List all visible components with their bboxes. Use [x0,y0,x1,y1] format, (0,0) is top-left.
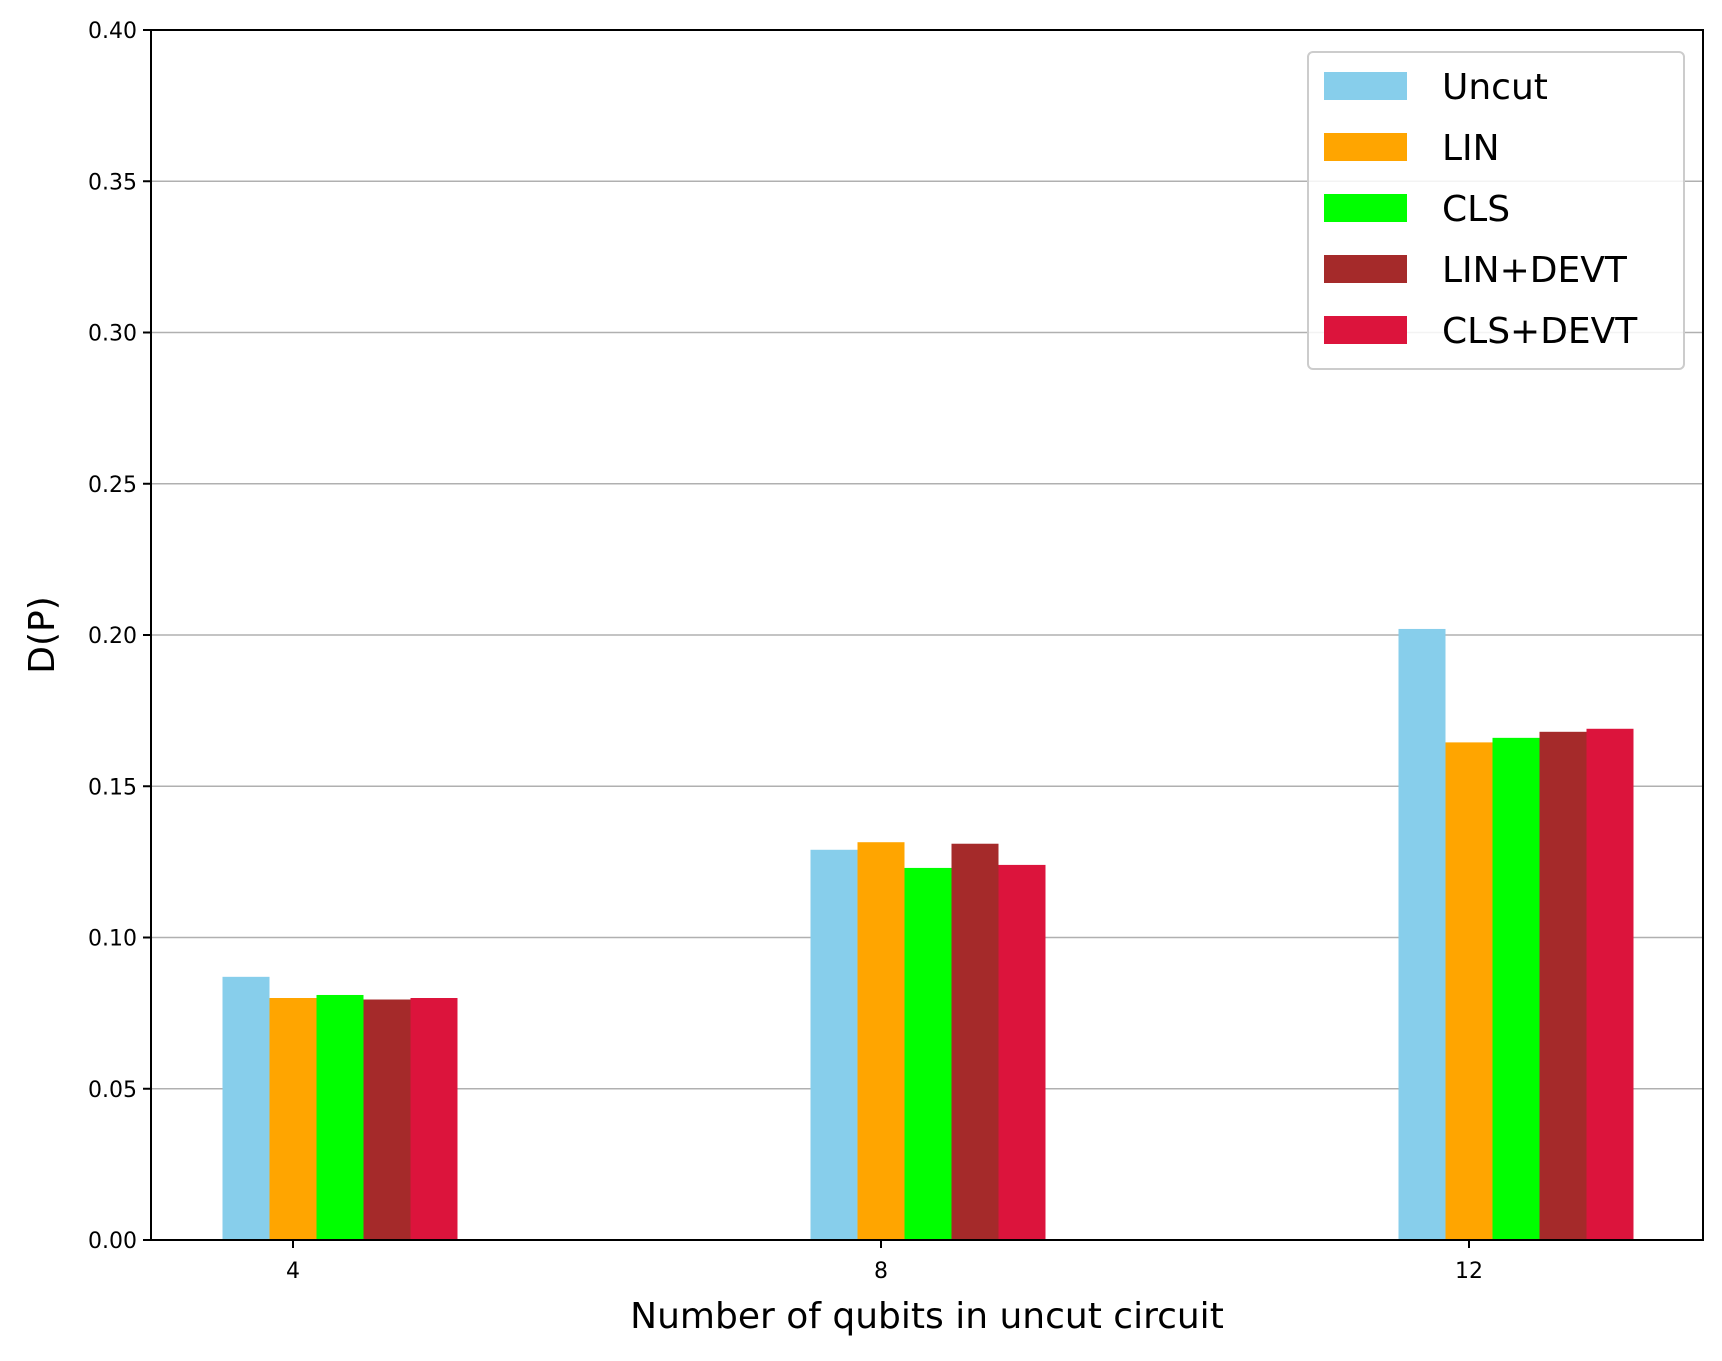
bars [222,628,1634,1240]
bar-lin-plus-devt-12 [1539,731,1587,1240]
legend-swatch [1324,133,1407,161]
legend-swatch [1324,194,1407,222]
legend-label: CLS+DEVT [1442,311,1638,352]
bar-uncut-12 [1398,628,1446,1240]
bar-lin-plus-devt-8 [951,843,999,1240]
y-tick-label: 0.00 [88,1229,137,1254]
bar-cls-8 [904,867,952,1240]
y-tick-label: 0.10 [88,927,137,952]
legend-swatch [1324,255,1407,283]
x-tick-label: 4 [286,1259,300,1284]
bar-cls-4 [316,994,364,1240]
legend: Uncut LIN CLS LIN+DEVT CLS+DEVT [1307,51,1685,370]
legend-label: LIN+DEVT [1442,250,1628,291]
y-axis-ticks: 0.00 0.05 0.10 0.15 0.20 0.25 0.30 0.35 0.40 [88,19,151,1254]
y-tick-label: 0.35 [88,170,137,195]
y-tick-label: 0.30 [88,322,137,347]
y-tick-label: 0.40 [88,19,137,44]
x-axis-ticks: 4 8 12 [286,1240,1483,1284]
x-tick-label: 12 [1455,1259,1483,1284]
legend-label: LIN [1442,128,1500,169]
bar-lin-8 [857,842,905,1240]
bar-uncut-8 [810,849,858,1240]
legend-swatch [1324,316,1407,344]
y-tick-label: 0.15 [88,775,137,800]
bar-uncut-4 [222,976,270,1240]
bar-lin-4 [269,998,317,1240]
grid-lines [151,180,1703,1090]
legend-label: CLS [1442,189,1510,230]
legend-box [1307,51,1685,370]
bar-lin-plus-devt-4 [363,999,411,1240]
y-tick-label: 0.25 [88,473,137,498]
x-axis-title: Number of qubits in uncut circuit [630,1296,1224,1337]
y-axis-title: D(P) [22,596,63,674]
bar-cls-plus-devt-8 [998,864,1046,1240]
bar-lin-12 [1445,742,1493,1240]
legend-swatch [1324,72,1407,100]
legend-label: Uncut [1442,67,1548,108]
y-tick-label: 0.05 [88,1078,137,1103]
x-tick-label: 8 [874,1259,888,1284]
bar-cls-plus-devt-4 [410,998,458,1240]
y-tick-label: 0.20 [88,624,137,649]
bar-cls-12 [1492,737,1540,1240]
bar-cls-plus-devt-12 [1586,728,1634,1240]
